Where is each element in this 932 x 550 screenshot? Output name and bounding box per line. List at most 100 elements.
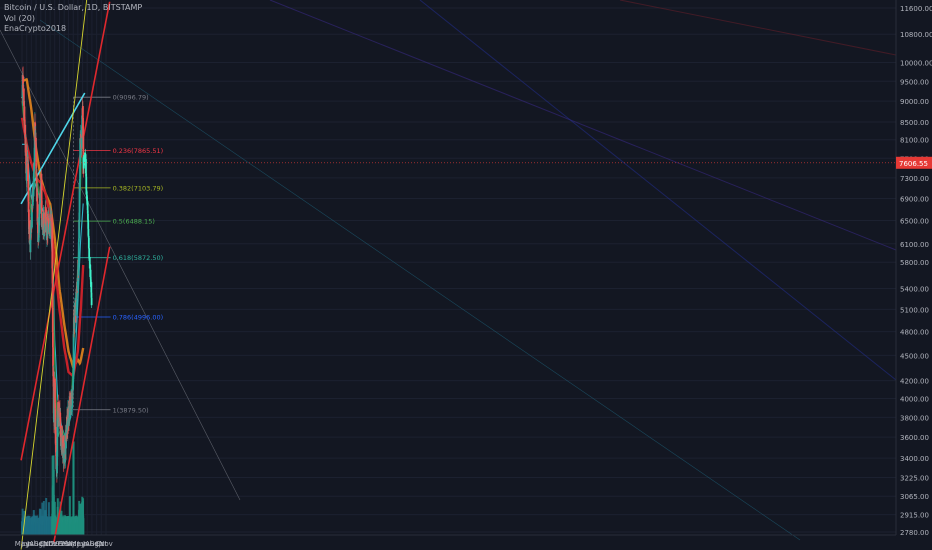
volume-bars xyxy=(21,441,85,535)
time-tick-label: Jun xyxy=(20,540,32,548)
diagonal-channel-lines xyxy=(0,0,897,541)
price-tick-label: 5100.00 xyxy=(900,306,929,314)
volume-indicator-label[interactable]: Vol (20) xyxy=(4,13,35,23)
candle-body xyxy=(51,268,54,284)
price-tick-label: 9500.00 xyxy=(900,78,929,86)
candle-body xyxy=(31,187,34,206)
trendline-cyan-0 xyxy=(20,92,86,205)
candle-body xyxy=(51,242,54,269)
candle-body xyxy=(51,307,54,333)
candle-body xyxy=(27,201,30,213)
price-tick-label: 9000.00 xyxy=(900,98,929,106)
projection-body xyxy=(89,279,92,285)
volume-bar xyxy=(56,498,59,535)
candle-body xyxy=(67,420,70,425)
candles xyxy=(21,66,85,483)
time-tick-label: Jun xyxy=(76,540,88,548)
price-tick-label: 3800.00 xyxy=(900,414,929,422)
symbol-title[interactable]: Bitcoin / U.S. Dollar, 1D, BITSTAMP xyxy=(4,3,143,12)
fib-label: 1(3879.50) xyxy=(113,406,149,414)
fib-label: 0(9096.79) xyxy=(113,94,149,102)
candle-body xyxy=(25,144,27,154)
price-tick-label: 5400.00 xyxy=(900,285,929,293)
candle-body xyxy=(59,412,62,418)
projection-body xyxy=(90,292,93,298)
purple-channel-line xyxy=(269,0,897,251)
fib-level-1: 1(3879.50) xyxy=(73,406,149,414)
candle-body xyxy=(64,437,67,461)
candle-body xyxy=(77,242,80,263)
volume-bar xyxy=(72,441,75,535)
candle-body xyxy=(22,88,25,102)
candle-body xyxy=(38,203,41,214)
price-tick-label: 2780.00 xyxy=(900,529,929,537)
price-tick-label: 6100.00 xyxy=(900,241,929,249)
price-tick-label: 4500.00 xyxy=(900,352,929,360)
projection-body xyxy=(84,154,87,161)
projection-body xyxy=(87,222,90,229)
candle-body xyxy=(80,131,83,148)
projection-candles xyxy=(82,148,93,308)
candle-body xyxy=(27,187,30,202)
candle-body xyxy=(51,283,54,308)
time-tick-label: 2019 xyxy=(51,540,69,548)
candle-body xyxy=(40,173,43,183)
fib-label: 0.618(5872.50) xyxy=(113,254,164,262)
price-tick-label: 5800.00 xyxy=(900,259,929,267)
candle-body xyxy=(35,173,38,184)
candle-body xyxy=(82,117,84,138)
candle-body xyxy=(23,106,26,117)
candle-body xyxy=(55,445,57,453)
projection-body xyxy=(88,257,91,269)
candle-body xyxy=(76,297,79,299)
candle-body xyxy=(52,332,54,348)
price-tick-label: 10000.00 xyxy=(900,59,932,67)
teal-diagonal-line xyxy=(39,19,801,541)
fib-label: 0.382(7103.79) xyxy=(113,184,164,192)
price-tick-label: 4000.00 xyxy=(900,396,929,404)
candle-body xyxy=(32,189,35,197)
candle-body xyxy=(78,183,81,213)
price-tick-label: 6900.00 xyxy=(900,196,929,204)
candle-body xyxy=(49,223,51,233)
price-tick-label: 11600.00 xyxy=(900,5,932,13)
time-tick-label: Sep xyxy=(90,540,104,548)
time-axis: MayJunJulAugSepOctNovDec2019FebMarAprMay… xyxy=(0,534,896,548)
projection-body xyxy=(85,176,88,190)
price-tick-label: 8100.00 xyxy=(900,137,929,145)
grid xyxy=(0,0,896,535)
candle-body xyxy=(28,220,31,224)
fib-label: 0.236(7865.51) xyxy=(113,147,164,155)
candle-body xyxy=(51,217,53,223)
author-label: EnaCrypto2018 xyxy=(4,24,67,33)
candle-body xyxy=(27,179,30,188)
price-tick-label: 7300.00 xyxy=(900,175,929,183)
trendline-red-1 xyxy=(20,1,111,461)
candle-body xyxy=(57,418,60,427)
candle-body xyxy=(81,106,84,118)
price-tick-label: 10800.00 xyxy=(900,31,932,39)
time-tick-label: Aug xyxy=(85,540,99,548)
projection-body xyxy=(86,201,89,211)
price-tick-label: 2915.00 xyxy=(900,512,929,520)
candle-body xyxy=(79,138,82,165)
trendline-yellow-3 xyxy=(20,0,88,550)
blue-channel-line xyxy=(419,0,897,381)
projection-candle xyxy=(90,281,93,294)
price-tick-label: 4200.00 xyxy=(900,378,929,386)
candle-body xyxy=(27,164,30,180)
fib-label: 0.5(6488.15) xyxy=(113,218,155,226)
time-tick-label: Nov xyxy=(43,540,57,548)
projection-body xyxy=(90,282,93,293)
grey-diagonal-line xyxy=(0,29,241,501)
time-tick-label: Sep xyxy=(34,540,48,548)
time-tick-label: Aug xyxy=(29,540,43,548)
projection-body xyxy=(82,159,85,169)
candle-body xyxy=(32,172,35,185)
projection-body xyxy=(87,237,90,248)
time-tick-label: May xyxy=(15,540,29,548)
price-tick-label: 8500.00 xyxy=(900,119,929,127)
projection-body xyxy=(87,213,89,220)
time-tick-label: May xyxy=(71,540,85,548)
